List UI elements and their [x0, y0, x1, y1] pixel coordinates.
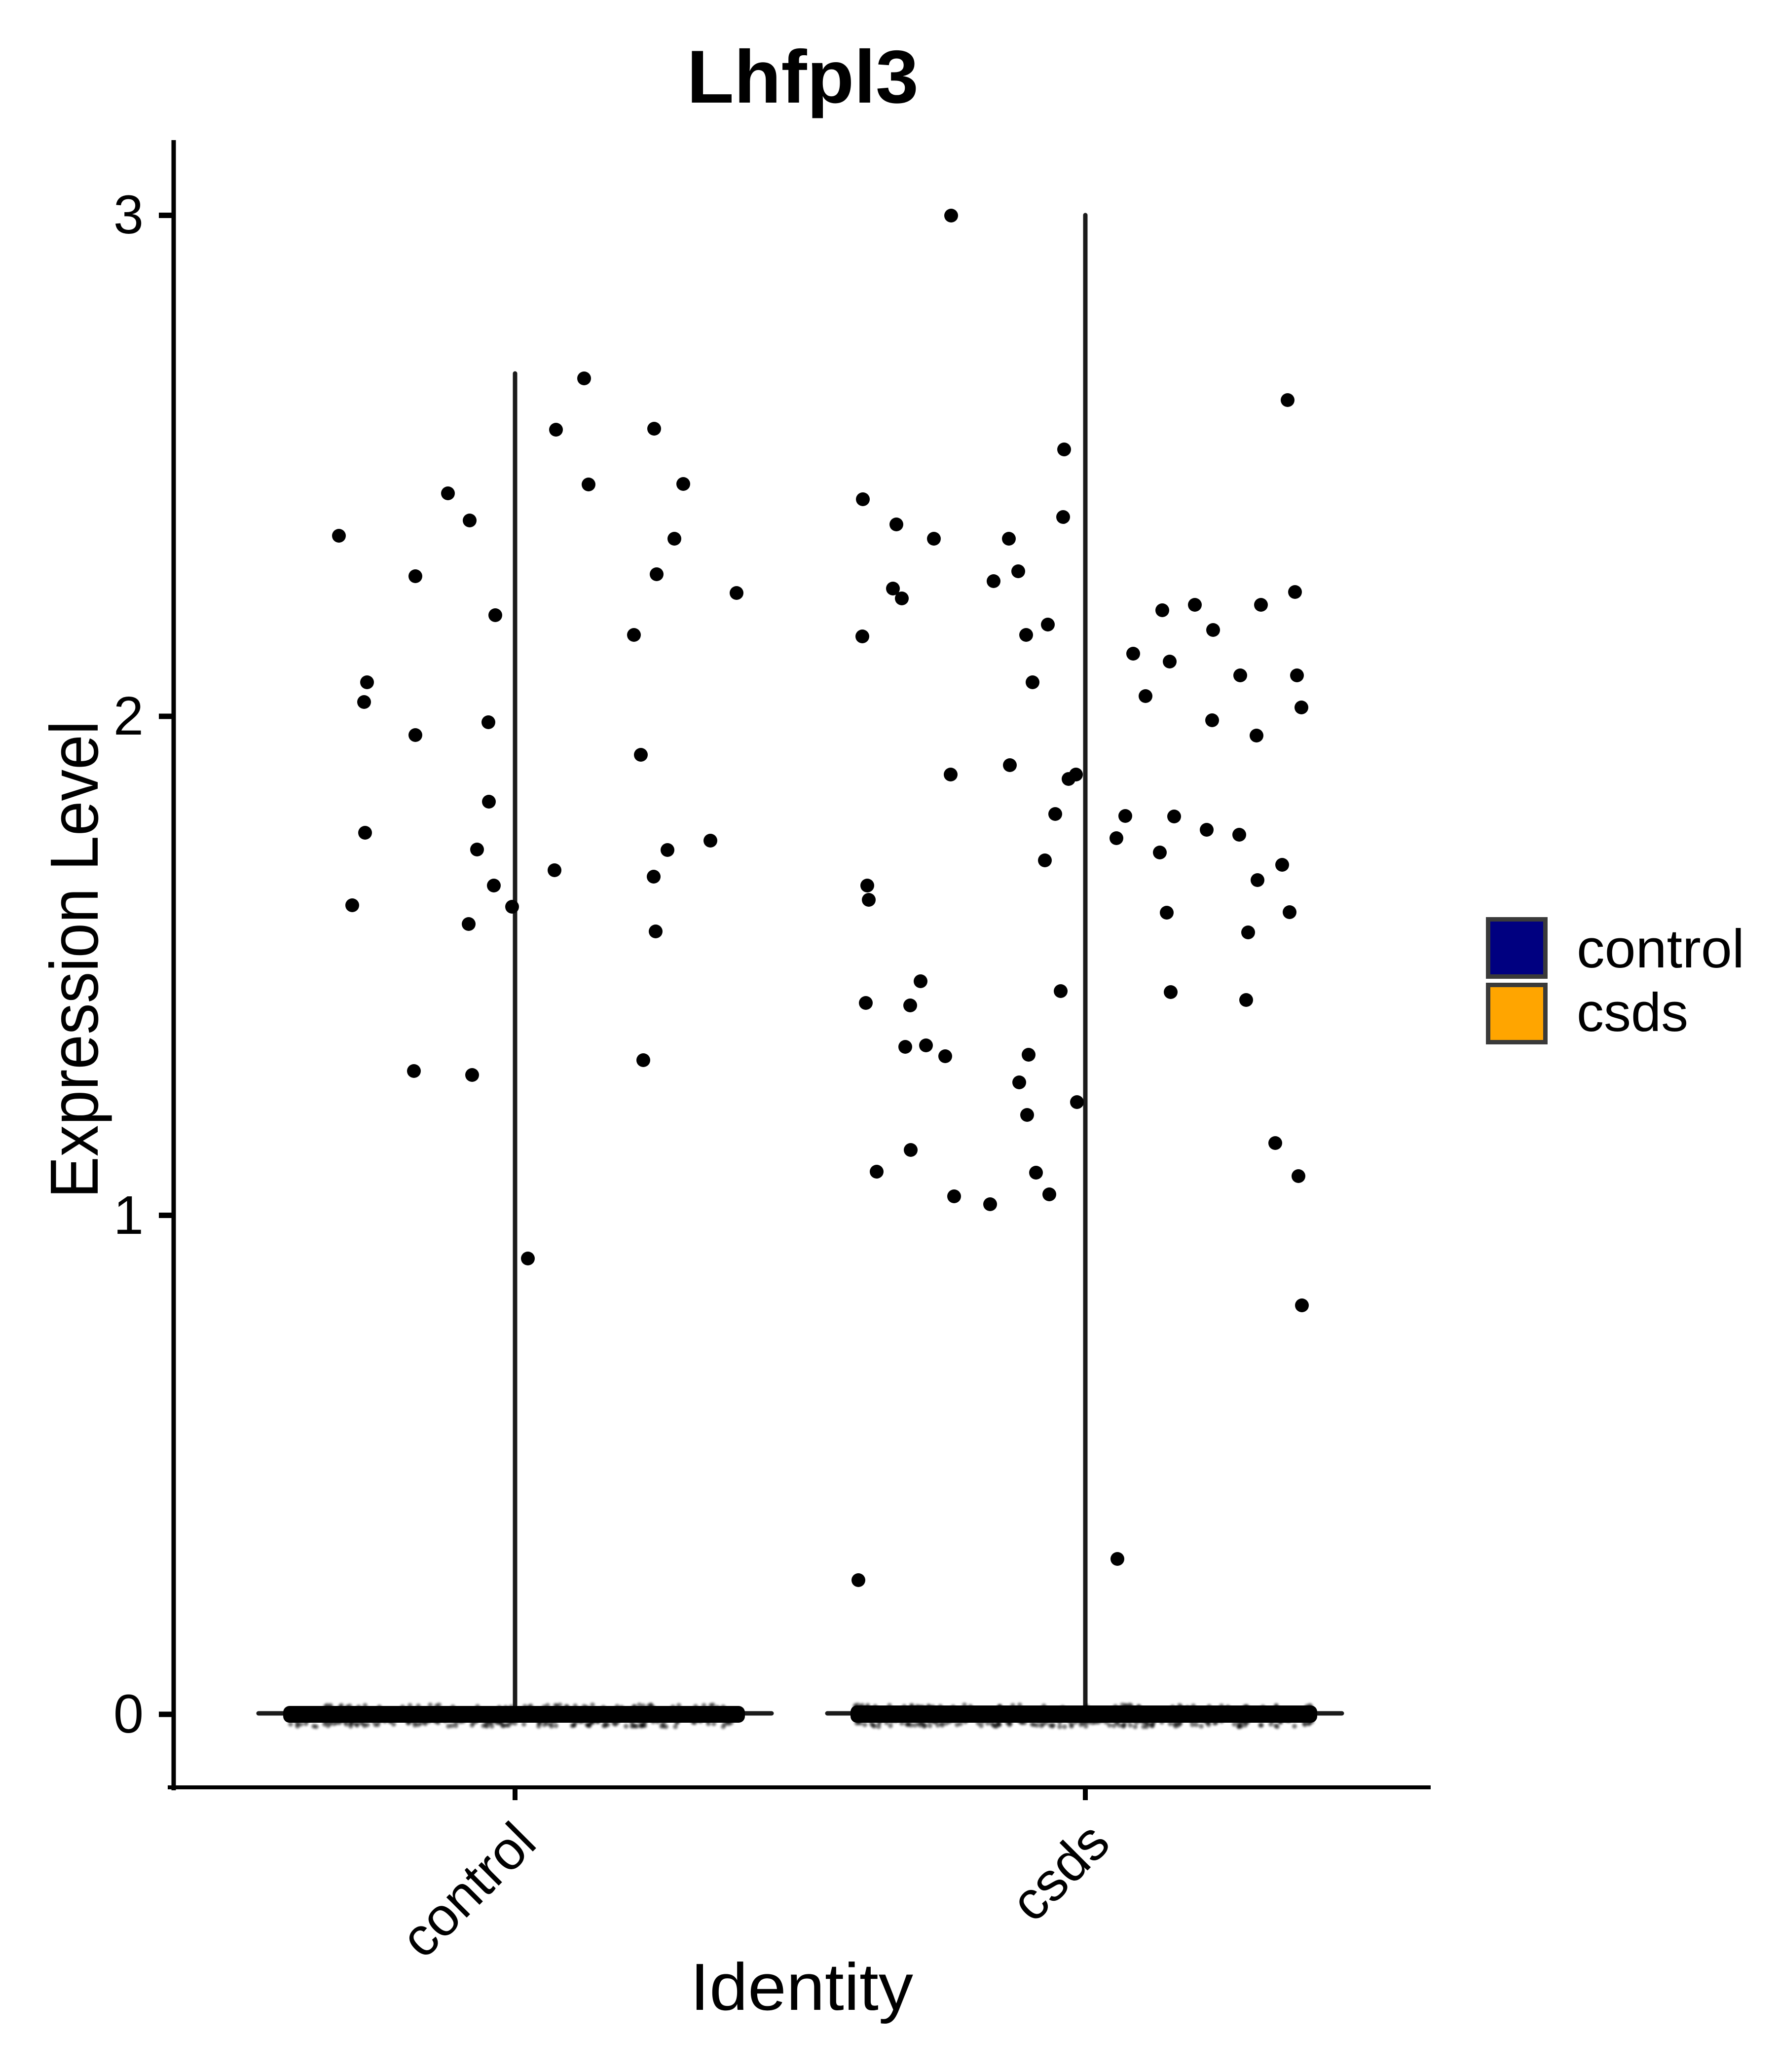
- svg-text:csds: csds: [1577, 982, 1688, 1043]
- svg-text:Identity: Identity: [690, 1950, 914, 2024]
- svg-text:0: 0: [113, 1684, 144, 1744]
- svg-text:control: control: [1577, 919, 1744, 979]
- svg-text:1: 1: [113, 1185, 144, 1246]
- svg-text:2: 2: [113, 686, 144, 746]
- svg-text:Lhfpl3: Lhfpl3: [687, 35, 919, 119]
- svg-text:3: 3: [113, 185, 144, 245]
- svg-text:Expression Level: Expression Level: [37, 721, 112, 1198]
